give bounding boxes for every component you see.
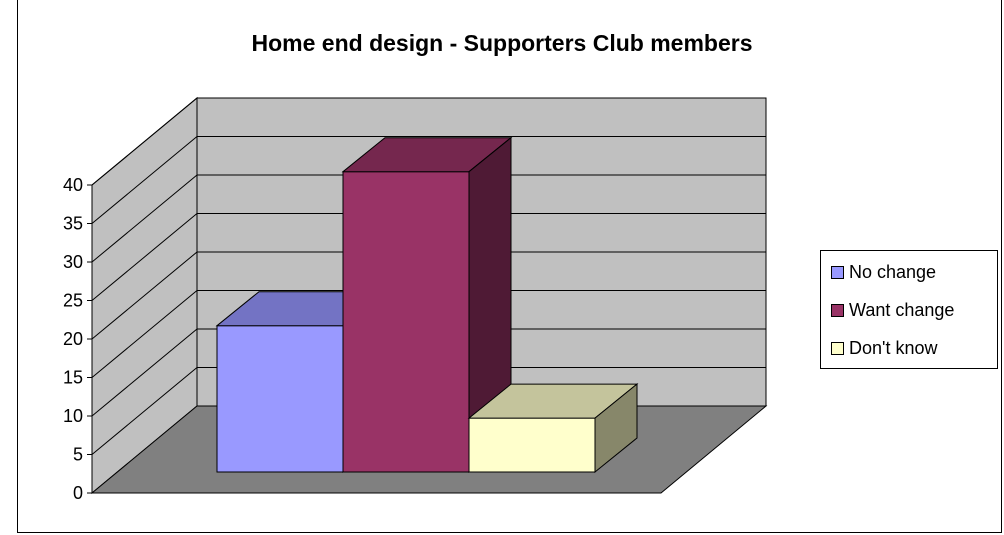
legend-swatch-want-change <box>831 303 844 317</box>
gridline-side <box>91 136 198 224</box>
gridline-side <box>91 213 198 301</box>
legend-item-no-change: No change <box>831 261 936 283</box>
y-tick-label: 0 <box>73 483 83 503</box>
gridline-side <box>91 174 198 263</box>
gridline-side <box>91 97 198 186</box>
bar-side-2 <box>594 383 638 474</box>
y-tick-label: 25 <box>63 291 83 311</box>
bar-front-2 <box>468 417 596 473</box>
legend-swatch-dont-know <box>831 341 844 355</box>
y-tick-label: 20 <box>63 329 83 349</box>
y-tick-label: 40 <box>63 175 83 195</box>
legend-label-no-change: No change <box>849 261 937 282</box>
y-tick-label: 15 <box>63 368 83 388</box>
y-tick-label: 10 <box>63 406 83 426</box>
legend-label-dont-know: Don't know <box>849 337 938 358</box>
chart-legend: No change Want change Don't know <box>820 250 998 369</box>
gridline-side <box>91 290 198 378</box>
gridline-side <box>91 328 198 417</box>
gridline-side <box>91 251 198 340</box>
chart-title: Home end design - Supporters Club member… <box>251 30 753 56</box>
legend-item-dont-know: Don't know <box>831 337 937 359</box>
legend-swatch-no-change <box>831 265 844 279</box>
gridline-side <box>91 367 198 455</box>
bar-front-1 <box>342 171 470 473</box>
y-tick-label: 5 <box>73 445 83 465</box>
bar-front-0 <box>216 325 344 473</box>
legend-label-want-change: Want change <box>849 299 955 320</box>
y-tick-label: 35 <box>63 214 83 234</box>
legend-item-want-change: Want change <box>831 299 954 321</box>
y-tick-label: 30 <box>63 252 83 272</box>
